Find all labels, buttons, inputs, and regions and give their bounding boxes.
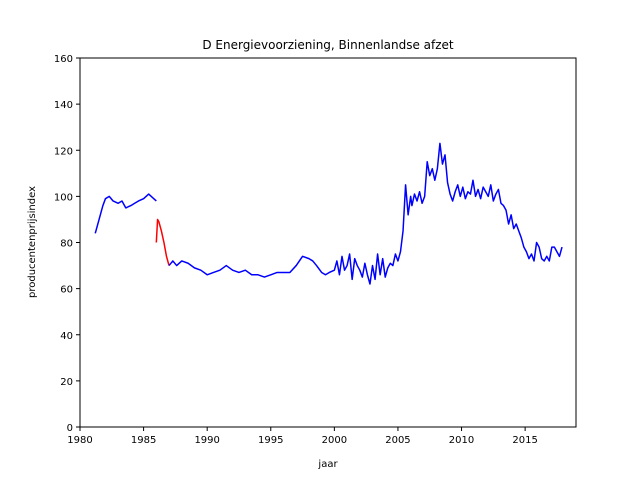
y-tick-label: 40 bbox=[60, 331, 73, 342]
plot-area bbox=[94, 142, 563, 285]
x-tick-label: 1985 bbox=[131, 435, 156, 446]
x-tick-label: 1995 bbox=[258, 435, 283, 446]
y-tick-label: 0 bbox=[67, 423, 73, 434]
y-axis: 0 20 40 60 80 100 120 140 160 bbox=[54, 54, 80, 434]
x-tick-label: 1980 bbox=[67, 435, 92, 446]
y-axis-label: producentenprijsindex bbox=[27, 186, 38, 298]
y-tick-label: 80 bbox=[60, 239, 73, 250]
x-tick-label: 2005 bbox=[385, 435, 410, 446]
series-line-2 bbox=[168, 142, 563, 285]
y-tick-label: 140 bbox=[54, 100, 73, 111]
y-tick-label: 160 bbox=[54, 54, 73, 65]
x-tick-label: 2000 bbox=[322, 435, 347, 446]
series-line-0 bbox=[94, 193, 157, 234]
plot-frame bbox=[79, 57, 577, 428]
x-axis-label: jaar bbox=[317, 459, 338, 470]
y-tick-label: 100 bbox=[54, 192, 73, 203]
y-tick-label: 120 bbox=[54, 146, 73, 157]
x-tick-label: 2010 bbox=[449, 435, 474, 446]
y-tick-label: 60 bbox=[60, 285, 73, 296]
series-line-1 bbox=[155, 218, 170, 266]
y-tick-label: 20 bbox=[60, 377, 73, 388]
x-tick-label: 1990 bbox=[194, 435, 219, 446]
x-axis: 1980 1985 1990 1995 2000 2005 2010 2015 bbox=[67, 427, 538, 446]
chart-title: D Energievoorziening, Binnenlandse afzet bbox=[202, 38, 454, 52]
x-tick-label: 2015 bbox=[512, 435, 537, 446]
